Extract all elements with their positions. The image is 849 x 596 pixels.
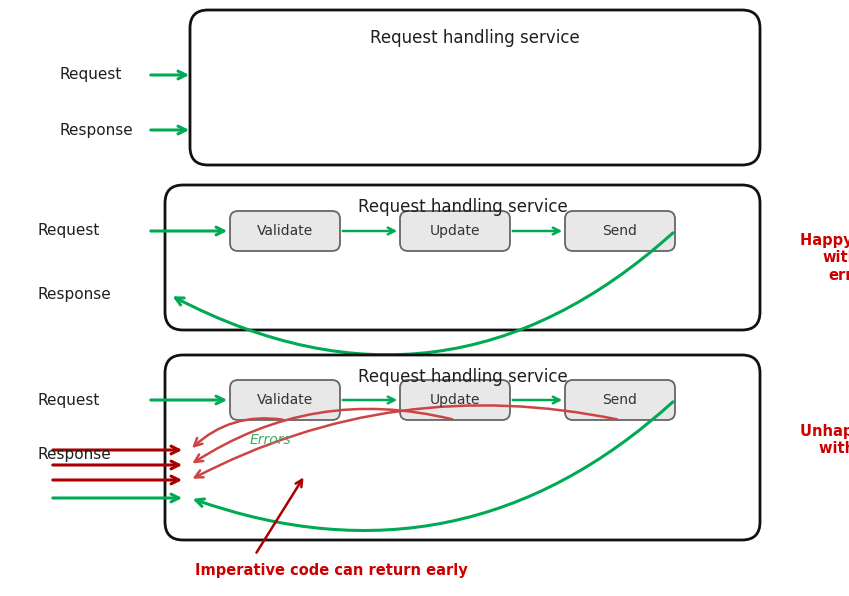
Text: Validate: Validate <box>257 224 313 238</box>
FancyArrowPatch shape <box>343 228 395 234</box>
Text: Update: Update <box>430 393 481 407</box>
FancyArrowPatch shape <box>151 227 224 235</box>
FancyArrowPatch shape <box>343 397 395 403</box>
FancyBboxPatch shape <box>230 211 340 251</box>
FancyArrowPatch shape <box>256 480 302 552</box>
Text: Request handling service: Request handling service <box>370 29 580 47</box>
FancyBboxPatch shape <box>400 211 510 251</box>
FancyArrowPatch shape <box>53 461 179 469</box>
Text: Update: Update <box>430 224 481 238</box>
Text: Request: Request <box>38 393 100 408</box>
FancyArrowPatch shape <box>53 494 179 502</box>
Text: Send: Send <box>603 224 638 238</box>
FancyBboxPatch shape <box>230 380 340 420</box>
Text: Response: Response <box>60 123 134 138</box>
FancyBboxPatch shape <box>565 380 675 420</box>
FancyArrowPatch shape <box>195 405 617 477</box>
FancyArrowPatch shape <box>53 476 179 484</box>
FancyBboxPatch shape <box>165 185 760 330</box>
FancyArrowPatch shape <box>176 233 673 355</box>
Text: Errors: Errors <box>250 433 292 447</box>
Text: Response: Response <box>38 287 112 303</box>
Text: Request handling service: Request handling service <box>357 198 567 216</box>
Text: Request: Request <box>38 224 100 238</box>
FancyBboxPatch shape <box>190 10 760 165</box>
Text: Request: Request <box>60 67 122 82</box>
FancyArrowPatch shape <box>513 397 559 403</box>
FancyBboxPatch shape <box>565 211 675 251</box>
FancyArrowPatch shape <box>151 396 224 404</box>
FancyBboxPatch shape <box>400 380 510 420</box>
Text: Unhappy path –
with errors: Unhappy path – with errors <box>800 424 849 456</box>
Text: Send: Send <box>603 393 638 407</box>
Text: Request handling service: Request handling service <box>357 368 567 386</box>
FancyArrowPatch shape <box>194 418 282 446</box>
Text: Validate: Validate <box>257 393 313 407</box>
FancyArrowPatch shape <box>513 228 559 234</box>
Text: Response: Response <box>38 448 112 462</box>
FancyArrowPatch shape <box>194 409 453 462</box>
FancyArrowPatch shape <box>53 446 179 454</box>
Text: Happy path –
without
errors: Happy path – without errors <box>800 233 849 283</box>
FancyArrowPatch shape <box>151 71 186 79</box>
FancyBboxPatch shape <box>165 355 760 540</box>
FancyArrowPatch shape <box>151 126 186 134</box>
FancyArrowPatch shape <box>196 402 673 530</box>
Text: Imperative code can return early: Imperative code can return early <box>195 563 468 578</box>
